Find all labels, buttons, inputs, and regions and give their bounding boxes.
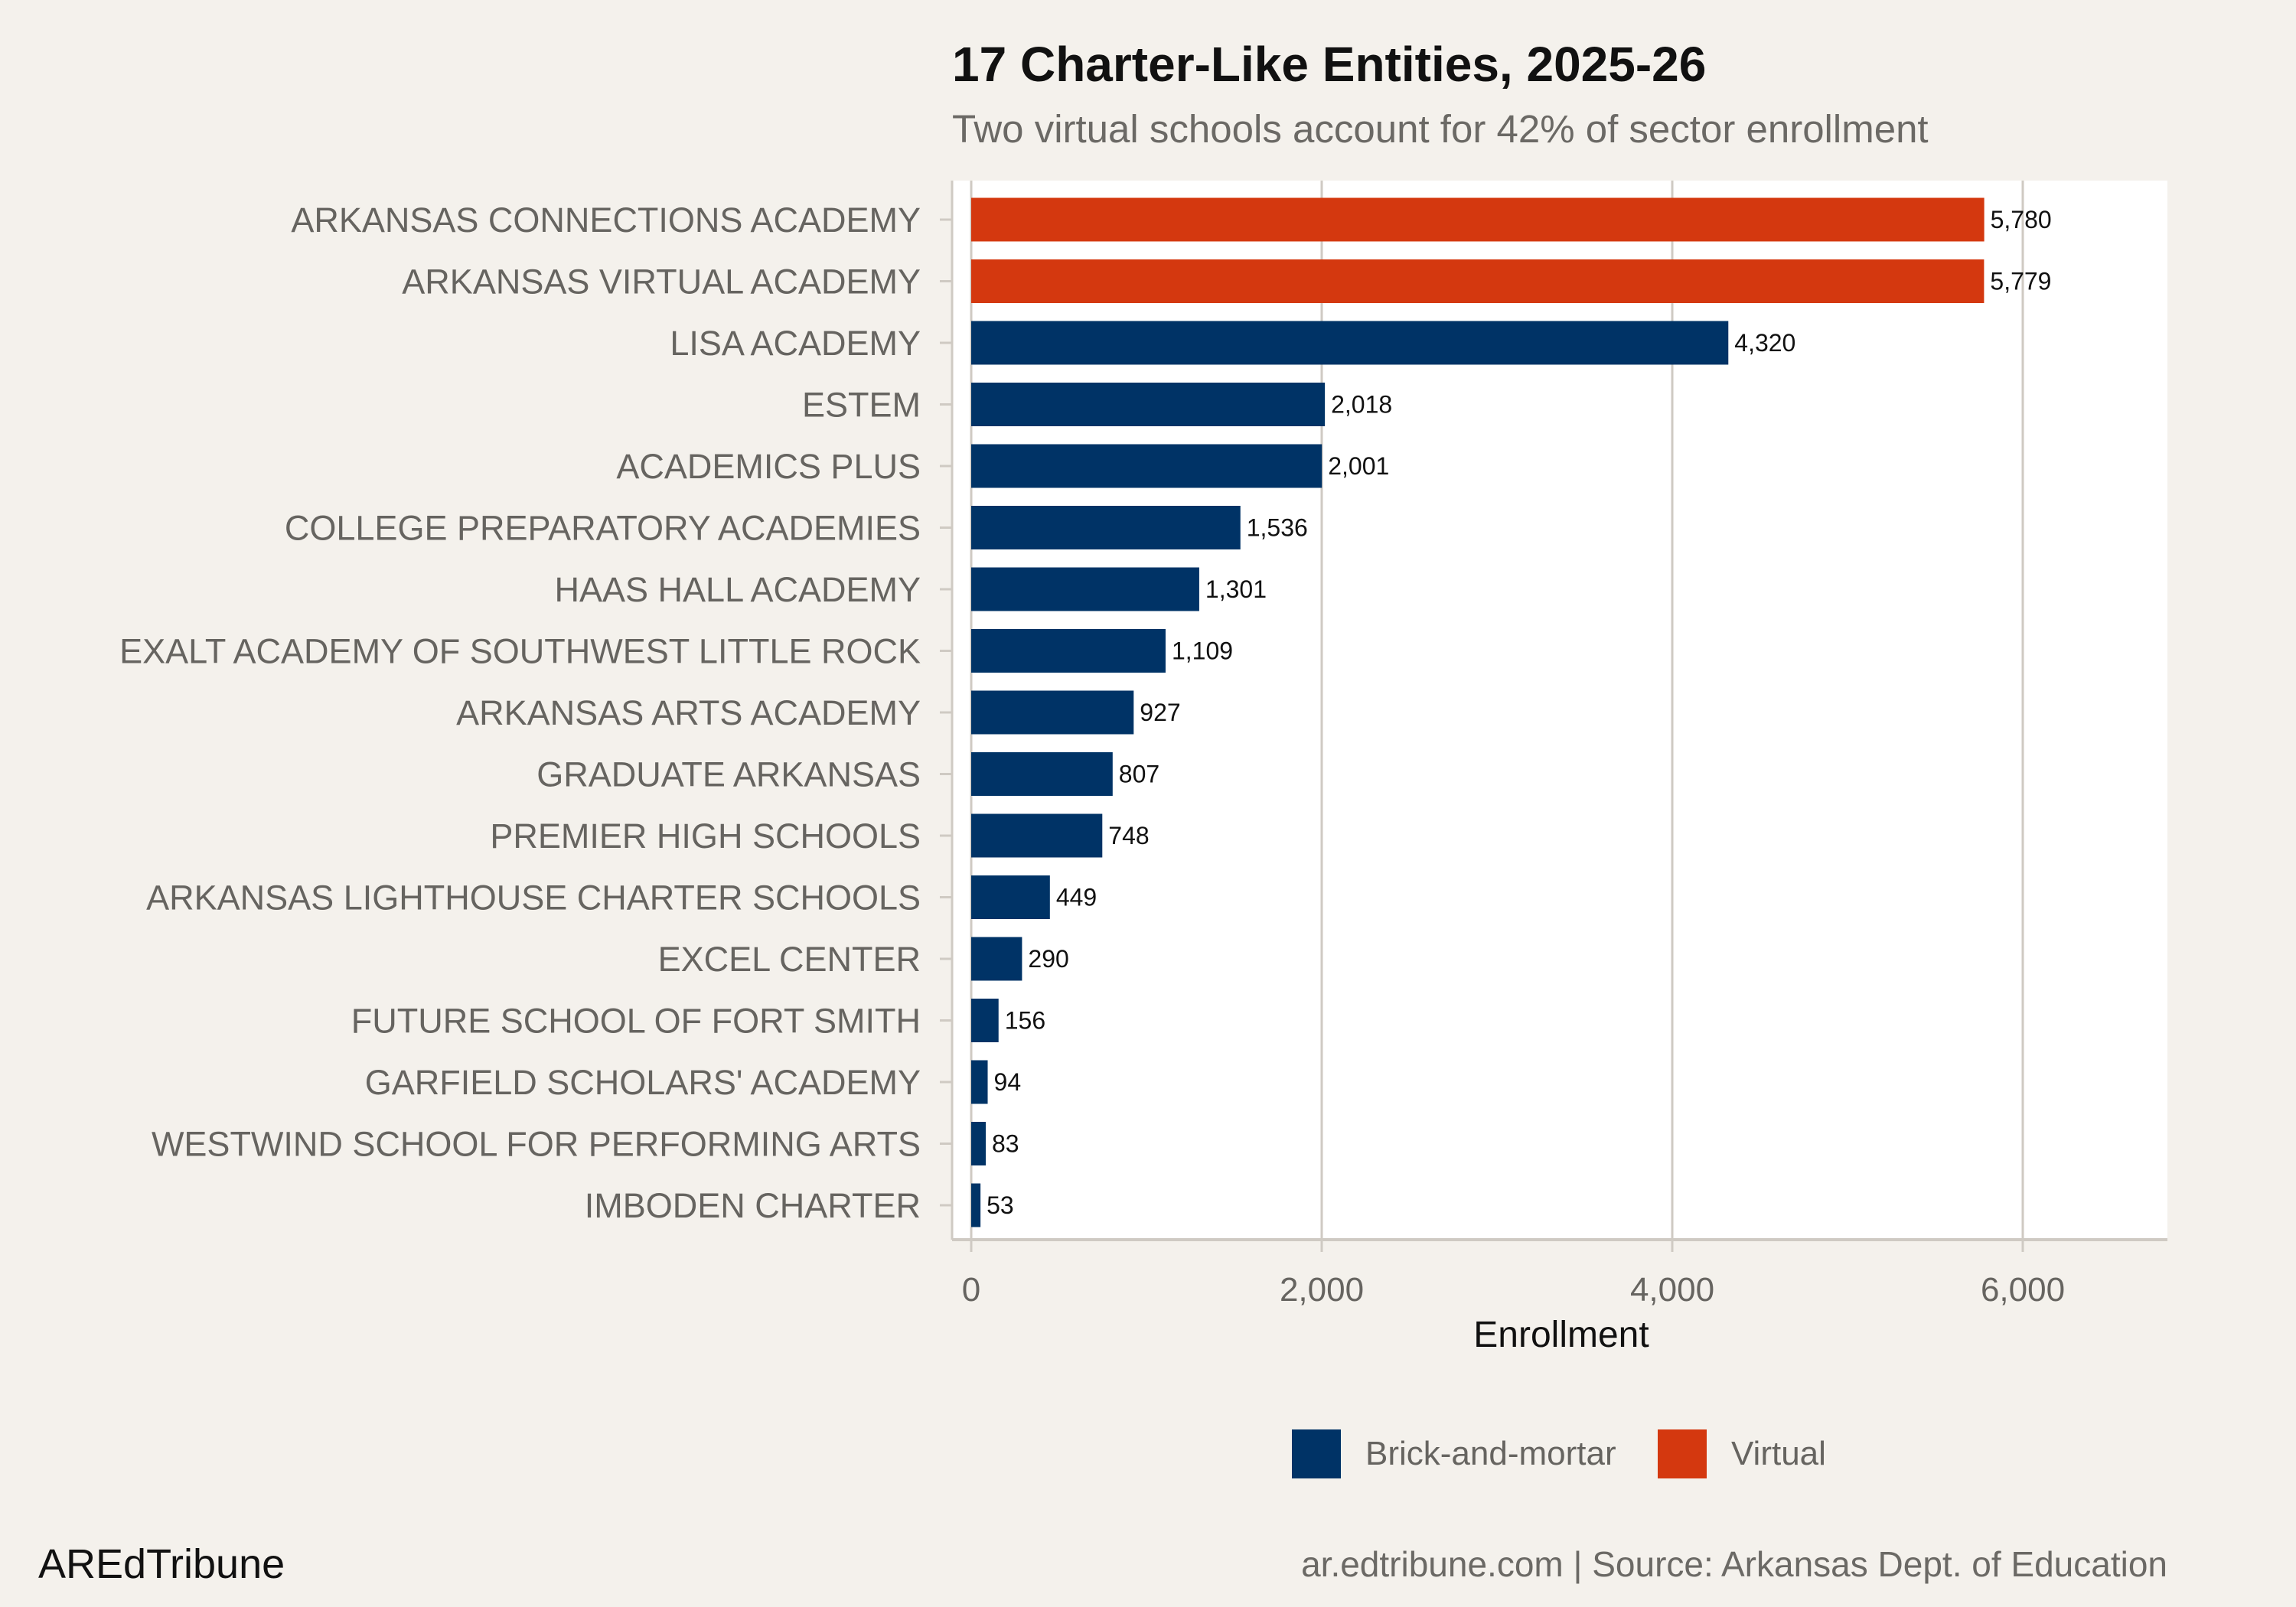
- x-axis-label: Enrollment: [1473, 1315, 1649, 1355]
- value-label: 83: [992, 1130, 1019, 1158]
- legend-label-brick: Brick-and-mortar: [1365, 1435, 1616, 1472]
- category-label: WESTWIND SCHOOL FOR PERFORMING ARTS: [152, 1125, 921, 1164]
- bar: [971, 1060, 988, 1104]
- value-label: 5,780: [1991, 206, 2052, 233]
- value-label: 94: [994, 1068, 1022, 1096]
- value-label: 1,109: [1172, 637, 1233, 665]
- value-label: 1,536: [1247, 514, 1308, 542]
- value-label: 927: [1140, 699, 1180, 726]
- value-label: 807: [1119, 761, 1159, 788]
- bar: [971, 999, 999, 1042]
- category-label: ARKANSAS ARTS ACADEMY: [456, 693, 921, 732]
- bars: ARKANSAS CONNECTIONS ACADEMY 5,780 ARKANSA…: [119, 197, 2052, 1227]
- category-label: GARFIELD SCHOLARS' ACADEMY: [365, 1063, 921, 1102]
- value-label: 2,001: [1328, 452, 1389, 480]
- category-label: COLLEGE PREPARATORY ACADEMIES: [285, 509, 921, 548]
- category-label: GRADUATE ARKANSAS: [536, 755, 921, 794]
- category-label: FUTURE SCHOOL OF FORT SMITH: [351, 1002, 921, 1041]
- legend-label-virtual: Virtual: [1731, 1435, 1826, 1472]
- bar: [971, 567, 1199, 611]
- x-tick-label: 6,000: [1981, 1271, 2065, 1309]
- value-label: 4,320: [1734, 329, 1795, 357]
- value-label: 1,301: [1205, 575, 1267, 603]
- value-label: 53: [987, 1191, 1014, 1219]
- bar: [971, 875, 1050, 919]
- category-label: ARKANSAS VIRTUAL ACADEMY: [402, 262, 921, 302]
- bar: [971, 813, 1103, 858]
- legend-swatch-brick: [1292, 1429, 1341, 1478]
- bar: [971, 1122, 987, 1165]
- category-label: ESTEM: [802, 386, 921, 425]
- bar: [971, 690, 1134, 735]
- category-label: EXALT ACADEMY OF SOUTHWEST LITTLE ROCK: [119, 632, 921, 671]
- bar: [971, 752, 1113, 796]
- value-label: 290: [1028, 945, 1068, 973]
- category-label: IMBODEN CHARTER: [585, 1186, 921, 1225]
- x-tick-label: 2,000: [1280, 1271, 1364, 1309]
- value-label: 449: [1056, 884, 1097, 911]
- value-label: 748: [1108, 822, 1149, 849]
- chart-subtitle: Two virtual schools account for 42% of s…: [952, 107, 1929, 151]
- category-label: EXCEL CENTER: [658, 940, 921, 979]
- category-label: ACADEMICS PLUS: [616, 447, 921, 486]
- branding-logo: AREdTribune: [38, 1541, 285, 1587]
- bar: [971, 506, 1241, 549]
- category-label: LISA ACADEMY: [670, 324, 921, 363]
- x-tick-label: 4,000: [1630, 1271, 1714, 1309]
- bar: [971, 444, 1322, 488]
- bar: [971, 259, 1985, 303]
- legend: Brick-and-mortar Virtual: [1292, 1429, 1826, 1478]
- bar: [971, 1183, 981, 1227]
- legend-swatch-virtual: [1658, 1429, 1707, 1478]
- bar: [971, 937, 1022, 981]
- bar: [971, 321, 1729, 365]
- category-label: PREMIER HIGH SCHOOLS: [490, 817, 921, 856]
- category-label: HAAS HALL ACADEMY: [555, 570, 921, 609]
- value-label: 5,779: [1990, 268, 2051, 295]
- x-tick-label: 0: [962, 1271, 980, 1309]
- bar: [971, 383, 1326, 426]
- x-ticks: 0 2,000 4,000 6,000: [962, 1240, 2065, 1309]
- category-label: ARKANSAS LIGHTHOUSE CHARTER SCHOOLS: [146, 878, 921, 918]
- chart-title: 17 Charter-Like Entities, 2025-26: [952, 37, 1706, 92]
- value-label: 156: [1005, 1007, 1045, 1035]
- category-label: ARKANSAS CONNECTIONS ACADEMY: [291, 200, 921, 240]
- bar: [971, 197, 1985, 242]
- source-footer: ar.edtribune.com | Source: Arkansas Dept…: [1301, 1544, 2167, 1584]
- bar: [971, 629, 1166, 673]
- value-label: 2,018: [1331, 391, 1392, 419]
